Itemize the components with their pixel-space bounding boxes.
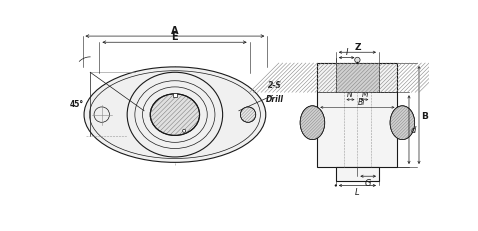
Bar (336, 167, 379, 181)
Circle shape (355, 58, 360, 63)
Text: E: E (171, 32, 178, 42)
Ellipse shape (150, 94, 199, 136)
Text: Bi: Bi (358, 98, 365, 107)
Bar (173, 94, 177, 98)
Bar (336, 64, 379, 93)
Text: G: G (365, 178, 371, 187)
Text: 2-S: 2-S (268, 81, 282, 90)
Text: M: M (362, 90, 369, 99)
Text: A: A (171, 25, 179, 35)
Ellipse shape (300, 106, 325, 140)
Text: 45°: 45° (69, 99, 83, 108)
Text: Z: Z (354, 43, 360, 52)
Text: L: L (355, 187, 360, 196)
Text: B: B (421, 111, 428, 120)
Circle shape (183, 130, 185, 133)
Ellipse shape (84, 68, 266, 163)
Text: d: d (411, 126, 416, 134)
Text: I: I (346, 48, 348, 57)
Text: N: N (347, 90, 353, 99)
Circle shape (94, 107, 109, 123)
Text: Drill: Drill (266, 94, 284, 103)
Circle shape (335, 185, 337, 187)
Circle shape (240, 107, 256, 123)
Ellipse shape (390, 106, 415, 140)
Bar (317, 64, 397, 167)
